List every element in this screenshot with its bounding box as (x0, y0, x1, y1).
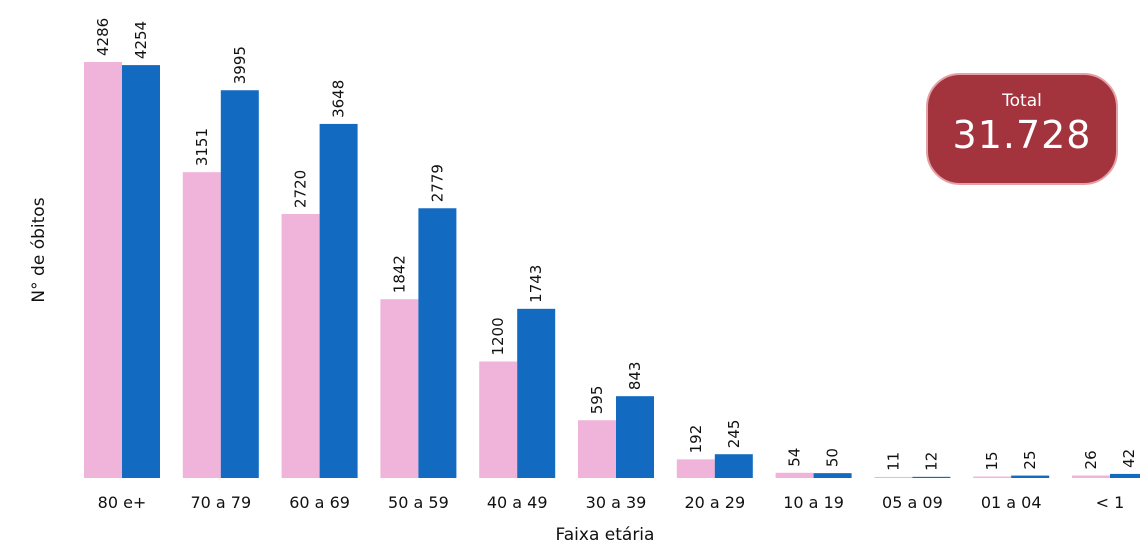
bar-1-10 (1072, 475, 1110, 478)
data-label-1-8: 11 (884, 452, 902, 471)
bar-1-8 (874, 476, 913, 478)
data-label-2-4: 1743 (527, 265, 545, 303)
data-label-2-1: 3995 (231, 46, 249, 84)
data-label-2-10: 42 (1120, 449, 1138, 468)
data-label-2-8: 12 (922, 452, 940, 471)
bar-2-9 (1011, 475, 1050, 478)
x-tick-label: 01 a 04 (981, 493, 1042, 512)
x-tick-label: 50 a 59 (388, 493, 449, 512)
bar-2-2 (319, 123, 358, 478)
x-tick-label: 30 a 39 (586, 493, 647, 512)
data-label-1-9: 15 (983, 451, 1001, 470)
x-tick-labels-group: 80 e+ 70 a 79 60 a 69 50 a 59 40 a 49 30 a 39… (98, 493, 1125, 512)
bar-1-6 (676, 459, 715, 478)
bar-1-7 (775, 472, 814, 478)
bar-2-1 (220, 90, 259, 479)
x-tick-label: 05 a 09 (882, 493, 943, 512)
bar-2-0 (122, 65, 160, 478)
data-label-2-6: 245 (725, 420, 743, 449)
x-tick-label: 70 a 79 (190, 493, 251, 512)
bar-2-8 (912, 476, 951, 478)
x-axis-title: Faixa etária (556, 525, 655, 545)
data-label-1-10: 26 (1082, 450, 1100, 469)
data-label-2-3: 2779 (428, 164, 446, 202)
bar-2-4 (517, 308, 556, 478)
data-label-1-0: 4286 (94, 18, 112, 56)
bar-1-1 (182, 172, 221, 478)
bar-1-2 (281, 213, 320, 478)
bar-2-10 (1110, 473, 1140, 478)
data-label-2-0: 4254 (132, 21, 150, 59)
data-label-1-5: 595 (588, 386, 606, 415)
x-tick-label: 60 a 69 (289, 493, 350, 512)
bar-1-5 (578, 420, 616, 478)
data-labels-group: 4286 425431513995272036481842277912001743… (94, 18, 1138, 471)
data-label-1-2: 2720 (292, 170, 310, 208)
bar-2-6 (714, 454, 753, 478)
total-label: Total (1002, 91, 1042, 111)
x-tick-label: 80 e+ (98, 493, 147, 512)
data-label-1-6: 192 (687, 425, 705, 454)
bar-2-3 (418, 208, 457, 478)
data-label-2-9: 25 (1021, 450, 1039, 469)
data-label-1-7: 54 (786, 448, 804, 467)
total-value: 31.728 (952, 113, 1092, 157)
data-label-1-1: 3151 (193, 128, 211, 166)
x-tick-label: < 1 (1096, 493, 1125, 512)
bar-2-7 (813, 473, 852, 478)
data-label-2-7: 50 (824, 448, 842, 467)
bar-1-4 (479, 361, 518, 478)
total-badge: Total 31.728 (926, 73, 1118, 185)
bar-1-3 (380, 299, 419, 478)
y-axis-title: N° de óbitos (29, 197, 49, 302)
data-label-2-5: 843 (626, 362, 644, 391)
data-label-1-3: 1842 (390, 255, 408, 293)
x-tick-label: 10 a 19 (783, 493, 844, 512)
bars-group (84, 62, 1140, 479)
bar-1-9 (973, 476, 1012, 478)
bar-2-5 (616, 396, 654, 478)
x-tick-label: 20 a 29 (684, 493, 745, 512)
data-label-1-4: 1200 (489, 317, 507, 355)
data-label-2-2: 3648 (330, 80, 348, 118)
bar-1-0 (84, 62, 122, 478)
x-tick-label: 40 a 49 (487, 493, 548, 512)
